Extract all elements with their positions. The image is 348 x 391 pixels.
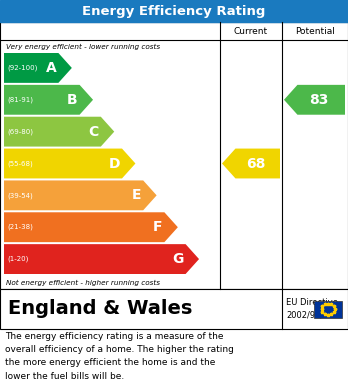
Text: Potential: Potential xyxy=(295,27,335,36)
Text: (55-68): (55-68) xyxy=(7,160,33,167)
Text: (1-20): (1-20) xyxy=(7,256,29,262)
Polygon shape xyxy=(4,117,114,147)
Text: 83: 83 xyxy=(309,93,329,107)
Polygon shape xyxy=(4,212,178,242)
Polygon shape xyxy=(4,53,72,83)
Text: 68: 68 xyxy=(246,156,265,170)
Text: G: G xyxy=(172,252,184,266)
Text: Very energy efficient - lower running costs: Very energy efficient - lower running co… xyxy=(6,43,160,50)
Polygon shape xyxy=(4,244,199,274)
Text: (69-80): (69-80) xyxy=(7,128,33,135)
Polygon shape xyxy=(4,85,93,115)
Text: D: D xyxy=(109,156,120,170)
Text: F: F xyxy=(153,220,163,234)
Text: Current: Current xyxy=(234,27,268,36)
Bar xyxy=(314,301,342,317)
Polygon shape xyxy=(222,149,280,178)
Bar xyxy=(0,0,348,22)
Text: E: E xyxy=(132,188,141,203)
Text: (92-100): (92-100) xyxy=(7,65,37,71)
Text: England & Wales: England & Wales xyxy=(8,300,192,319)
Text: B: B xyxy=(67,93,78,107)
Bar xyxy=(0,22,348,289)
Text: Energy Efficiency Rating: Energy Efficiency Rating xyxy=(82,5,266,18)
Text: C: C xyxy=(88,125,99,139)
Polygon shape xyxy=(4,149,135,178)
Text: (81-91): (81-91) xyxy=(7,97,33,103)
Text: The energy efficiency rating is a measure of the
overall efficiency of a home. T: The energy efficiency rating is a measur… xyxy=(5,332,234,380)
Polygon shape xyxy=(284,85,345,115)
Text: (21-38): (21-38) xyxy=(7,224,33,230)
Polygon shape xyxy=(4,180,157,210)
Text: A: A xyxy=(46,61,56,75)
Text: EU Directive
2002/91/EC: EU Directive 2002/91/EC xyxy=(286,298,338,320)
Text: (39-54): (39-54) xyxy=(7,192,33,199)
Text: Not energy efficient - higher running costs: Not energy efficient - higher running co… xyxy=(6,280,160,285)
Bar xyxy=(0,289,348,329)
